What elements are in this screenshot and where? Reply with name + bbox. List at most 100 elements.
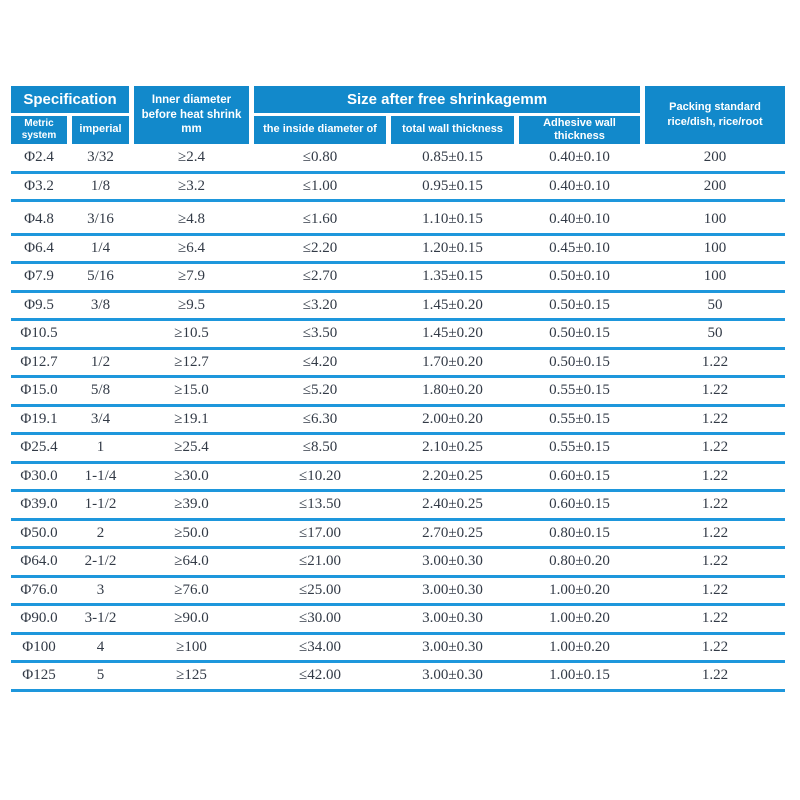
table-row: Φ12.7 1/2 ≥12.7 ≤4.20 1.70±0.20 0.50±0.15 1.22 [11,350,785,378]
cell: ≥9.5 [178,296,205,313]
table-header: Specification Metric system imperial Inn… [11,86,785,144]
cell: ≥30.0 [174,467,209,484]
cell: ≤2.70 [302,268,338,285]
cell: 1.00±0.20 [549,581,610,598]
cell: Φ4.8 [24,211,54,228]
cell: 2.00±0.20 [422,410,483,427]
header-imperial: imperial [72,116,129,144]
cell: 0.60±0.15 [549,467,610,484]
cell: ≥25.4 [174,439,209,456]
cell: 0.55±0.15 [549,410,610,427]
cell: 1/2 [90,353,111,370]
cell: 3/32 [87,149,114,166]
header-size-after-shrinkage: Size after free shrinkagemm [254,86,640,113]
cell: 1-1/4 [84,467,117,484]
cell: 100 [703,268,727,285]
cell: 1.80±0.20 [422,382,483,399]
cell: 3.00±0.30 [422,581,483,598]
cell: 50 [707,325,723,342]
cell: 0.40±0.10 [549,149,610,166]
cell: ≤13.50 [299,496,341,513]
cell: Φ90.0 [20,610,58,627]
table-row: Φ15.0 5/8 ≥15.0 ≤5.20 1.80±0.20 0.55±0.15 1.22 [11,378,785,407]
cell: 3.00±0.30 [422,610,483,627]
cell: 2.70±0.25 [422,524,483,541]
cell: 1.22 [701,638,729,655]
cell: 1.22 [701,553,729,570]
cell: ≤17.00 [299,524,341,541]
cell: 0.85±0.15 [422,149,483,166]
cell: 0.45±0.10 [549,239,610,256]
cell: ≤1.00 [302,177,338,194]
cell: 0.55±0.15 [549,382,610,399]
cell: 100 [703,211,727,228]
cell: Φ9.5 [24,296,54,313]
table-row: Φ25.4 1 ≥25.4 ≤8.50 2.10±0.25 0.55±0.15 1.22 [11,435,785,464]
cell: 3.00±0.30 [422,638,483,655]
cell: 200 [703,149,727,166]
cell: ≥4.8 [178,211,205,228]
cell: 2.10±0.25 [422,439,483,456]
cell: Φ6.4 [24,239,54,256]
header-metric-system: Metric system [11,116,67,144]
header-packing-standard: Packing standard rice/dish, rice/root [645,86,785,144]
cell: 1.22 [701,524,729,541]
cell: ≤21.00 [299,553,341,570]
table-row: Φ10.5 ≥10.5 ≤3.50 1.45±0.20 0.50±0.15 50 [11,321,785,350]
cell: ≤34.00 [299,638,341,655]
cell: Φ10.5 [20,325,58,342]
table-row: Φ90.0 3-1/2 ≥90.0 ≤30.00 3.00±0.30 1.00±0.20 1… [11,606,785,635]
table-row: Φ2.4 3/32 ≥2.4 ≤0.80 0.85±0.15 0.40±0.10 200 [11,145,785,174]
cell: 50 [707,296,723,313]
header-total-wall-thickness: total wall thickness [391,116,514,144]
cell: ≥3.2 [178,177,205,194]
cell: ≤5.20 [302,382,338,399]
cell: Φ30.0 [20,467,58,484]
table-row: Φ39.0 1-1/2 ≥39.0 ≤13.50 2.40±0.25 0.60±0.15 1… [11,492,785,521]
table-row: Φ6.4 1/4 ≥6.4 ≤2.20 1.20±0.15 0.45±0.10 100 [11,236,785,264]
cell: ≤2.20 [302,239,338,256]
cell: 3/4 [90,410,111,427]
cell: Φ12.7 [20,353,58,370]
cell: 0.55±0.15 [549,439,610,456]
header-inner-diameter: Inner diameter before heat shrink mm [134,86,249,144]
cell: 3/8 [90,296,111,313]
cell: 3/16 [87,211,114,228]
cell: ≥15.0 [174,382,209,399]
cell: ≤8.50 [302,439,338,456]
cell: 1.22 [701,353,729,370]
cell: 1.10±0.15 [422,211,483,228]
cell: ≤0.80 [302,149,338,166]
cell: ≥39.0 [174,496,209,513]
cell: Φ100 [22,638,56,655]
cell: 100 [703,239,727,256]
cell: Φ2.4 [24,149,54,166]
cell: 1.20±0.15 [422,239,483,256]
cell: 0.50±0.15 [549,325,610,342]
table-row: Φ19.1 3/4 ≥19.1 ≤6.30 2.00±0.20 0.55±0.15 1.22 [11,407,785,435]
cell: 1-1/2 [84,496,117,513]
cell: 2-1/2 [84,553,117,570]
header-adhesive-wall-thickness: Adhesive wall thickness [519,116,640,144]
spec-table: Specification Metric system imperial Inn… [11,86,785,692]
cell: 200 [703,177,727,194]
cell: 0.50±0.10 [549,268,610,285]
cell: 0.60±0.15 [549,496,610,513]
cell: ≥125 [176,667,207,684]
cell: Φ3.2 [24,177,54,194]
cell: Φ7.9 [24,268,54,285]
cell: 3 [96,581,105,598]
cell: 3.00±0.30 [422,553,483,570]
cell: 1 [96,439,105,456]
cell: Φ15.0 [20,382,58,399]
cell: 0.95±0.15 [422,177,483,194]
cell: ≤3.20 [302,296,338,313]
cell: Φ19.1 [20,410,58,427]
cell: 1/4 [90,239,111,256]
cell: 5/16 [87,268,114,285]
cell: ≤1.60 [302,211,338,228]
cell: 5 [96,667,105,684]
cell: Φ125 [22,667,56,684]
header-inside-diameter: the inside diameter of [254,116,386,144]
